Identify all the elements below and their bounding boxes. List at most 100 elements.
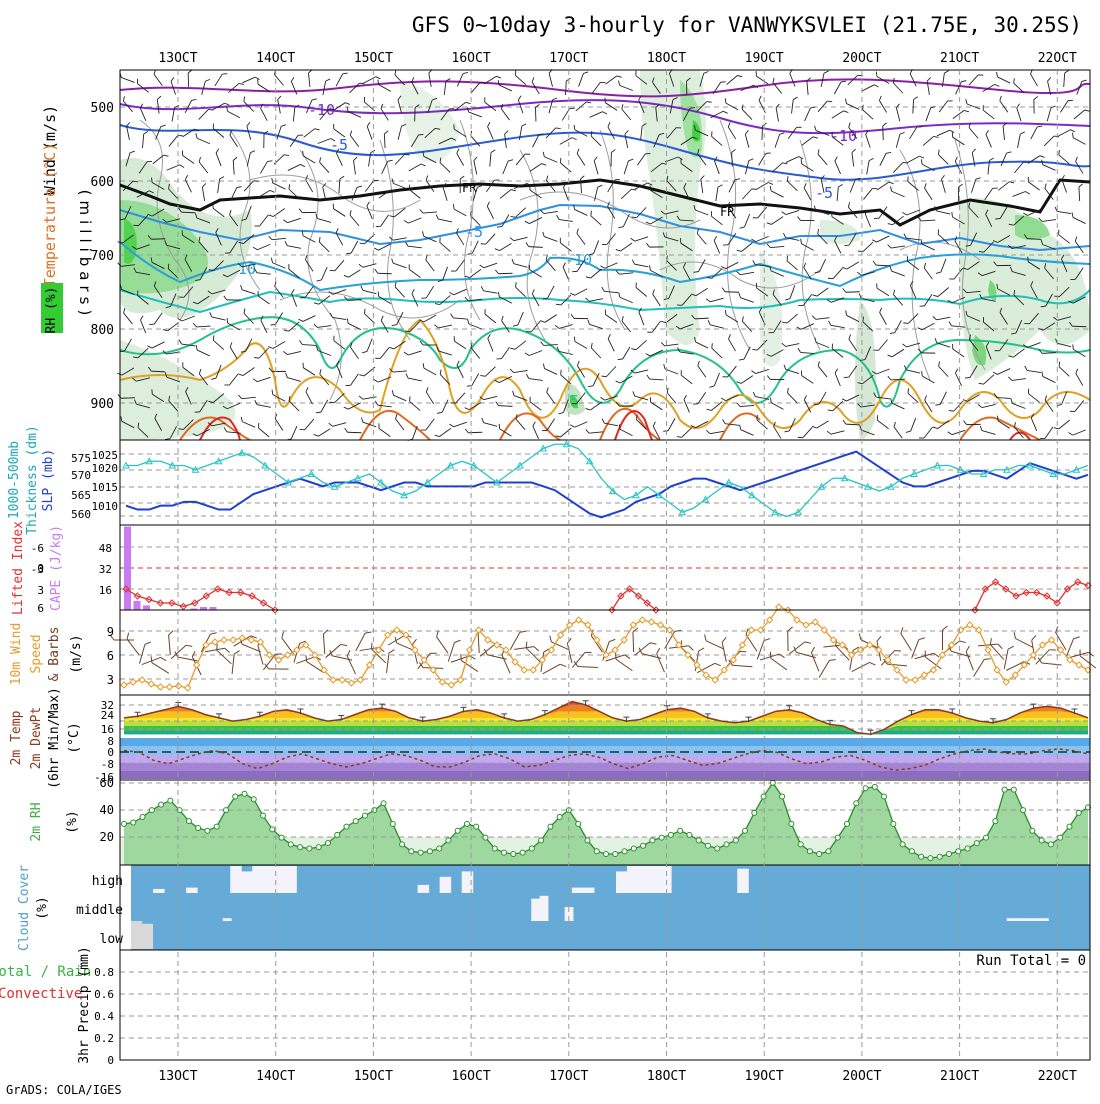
wind10-marker — [1076, 662, 1082, 668]
rh-marker — [919, 854, 924, 859]
x-tick-label: 18OCT — [647, 1069, 686, 1084]
wind10-tick: 9 — [107, 625, 114, 639]
precip-panel: Run Total = 0 0.8 0.6 0.4 0.2 0 Total / … — [0, 946, 1090, 1067]
wind10-marker — [394, 627, 400, 633]
barb-staff — [1015, 638, 1033, 647]
rh-marker — [446, 838, 451, 843]
wind10-marker — [739, 642, 745, 648]
barb-feather — [895, 648, 901, 654]
cloud-cell — [1040, 918, 1049, 921]
rh-marker — [1021, 808, 1026, 813]
barb-staff — [205, 648, 225, 651]
rh-marker — [131, 820, 136, 825]
cloud-cell — [274, 866, 286, 893]
wind10-marker — [130, 679, 136, 685]
cloud-cell — [223, 918, 232, 921]
barb-feather — [341, 642, 347, 648]
precip-ticks: 0.8 0.6 0.4 0.2 0 — [94, 966, 114, 1067]
cape-tick: 16 — [99, 584, 112, 597]
rh-marker — [835, 835, 840, 840]
barb-staff — [990, 645, 1003, 660]
rh-marker — [279, 835, 284, 840]
rh-marker — [205, 828, 210, 833]
barb-staff — [478, 633, 479, 653]
lifted-tick: 0 — [37, 562, 44, 575]
wind10-marker — [630, 622, 636, 628]
cloud-cell — [142, 924, 153, 949]
barb-feather — [412, 639, 418, 644]
x-tick-label: 15OCT — [354, 51, 393, 66]
rh-marker — [520, 850, 525, 855]
rh-marker — [752, 810, 757, 815]
rh-marker — [687, 832, 692, 837]
wind10-marker — [339, 677, 345, 683]
wind10-tick: 3 — [107, 673, 114, 687]
barb-feather — [279, 632, 285, 638]
wind10-panel: 9 6 3 10m Wind Speed & Barbs (m/s) — [9, 604, 1099, 695]
barb-feather — [434, 631, 440, 637]
barb-staff — [819, 660, 829, 677]
run-total: Run Total = 0 — [976, 953, 1086, 969]
cloud-cell — [241, 871, 253, 893]
cloud-levels: high middle low — [76, 874, 123, 947]
rh-marker — [400, 842, 405, 847]
rh-marker — [770, 780, 775, 785]
rh-marker — [288, 842, 293, 847]
cape-panel: -6 -3 0 3 6 48 32 16 Lifted Index CAPE (… — [11, 521, 1091, 615]
rh-marker — [900, 842, 905, 847]
contour-label: 5 — [570, 392, 579, 410]
precip-left-labels: Total / Rain Convective 3hr Precip (mm) — [0, 946, 92, 1063]
wind10-marker — [667, 627, 673, 633]
label-cape: CAPE (J/kg) — [49, 525, 64, 611]
barb-staff — [387, 653, 389, 673]
wind10-barb — [265, 664, 289, 669]
x-tick-label: 19OCT — [745, 51, 784, 66]
wind10-barb — [942, 626, 947, 650]
wind10-barb — [543, 662, 566, 678]
rh-marker — [622, 849, 627, 854]
barb-feather — [125, 633, 131, 639]
wind10-marker — [448, 682, 454, 688]
barb-feather — [276, 651, 282, 657]
lifted-index-line — [612, 589, 656, 610]
slp-right-ticks: 1025 1020 1015 1010 — [92, 449, 119, 513]
wind10-marker — [958, 627, 964, 633]
rh-marker — [122, 821, 127, 826]
y-tick-900: 900 — [91, 397, 114, 412]
y-tick-500: 500 — [91, 101, 114, 116]
rh-marker — [984, 835, 989, 840]
barb-feather — [899, 627, 905, 633]
temp-band — [120, 746, 1090, 755]
rh-marker — [928, 856, 933, 861]
slp-tick: 1015 — [92, 481, 119, 494]
rh-marker — [474, 824, 479, 829]
precip-tick: 0 — [107, 1054, 114, 1067]
wind10-barb — [345, 650, 360, 674]
barb-staff — [1006, 662, 1024, 671]
contour-label: -5 — [465, 223, 483, 241]
cloud-cell — [252, 866, 264, 893]
temp-band — [120, 763, 1090, 771]
wind10-marker — [494, 642, 500, 648]
wind10-barb — [214, 644, 235, 664]
rh-marker — [604, 852, 609, 857]
temp-tick: -8 — [101, 758, 114, 771]
rh-marker — [223, 808, 228, 813]
rh-marker — [511, 852, 516, 857]
thickness-tick: 570 — [71, 469, 91, 482]
cloud-left-labels: Cloud Cover (%) — [17, 865, 50, 951]
wind10-marker — [157, 684, 163, 690]
cloud-cell — [660, 866, 672, 893]
barb-staff — [966, 652, 973, 671]
barb-staff — [657, 654, 665, 672]
wind10-marker — [385, 632, 391, 638]
rh-marker — [363, 813, 368, 818]
label-slp: SLP (mb) — [41, 449, 56, 512]
rh-marker — [817, 852, 822, 857]
label-2m-rh: 2m RH — [29, 802, 44, 841]
label-10m-wind: 10m Wind — [9, 623, 24, 686]
y-tick-600: 600 — [91, 175, 114, 190]
barb-staff — [152, 663, 169, 674]
barb-feather — [942, 626, 947, 630]
x-tick-label: 21OCT — [940, 1069, 979, 1084]
